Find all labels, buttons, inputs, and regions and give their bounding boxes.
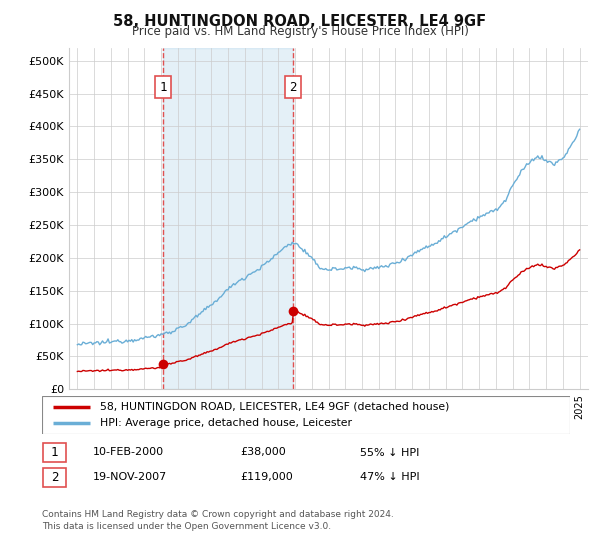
Text: 47% ↓ HPI: 47% ↓ HPI	[360, 472, 419, 482]
Text: 58, HUNTINGDON ROAD, LEICESTER, LE4 9GF: 58, HUNTINGDON ROAD, LEICESTER, LE4 9GF	[113, 14, 487, 29]
Text: HPI: Average price, detached house, Leicester: HPI: Average price, detached house, Leic…	[100, 418, 352, 428]
FancyBboxPatch shape	[42, 396, 570, 434]
Bar	[163, 48, 293, 389]
Text: 1: 1	[159, 81, 167, 94]
FancyBboxPatch shape	[43, 443, 66, 462]
Text: 58, HUNTINGDON ROAD, LEICESTER, LE4 9GF (detached house): 58, HUNTINGDON ROAD, LEICESTER, LE4 9GF …	[100, 402, 449, 412]
Text: £38,000: £38,000	[240, 447, 286, 458]
Text: 19-NOV-2007: 19-NOV-2007	[93, 472, 167, 482]
Text: 1: 1	[51, 446, 58, 459]
Text: £119,000: £119,000	[240, 472, 293, 482]
Text: 2: 2	[51, 470, 58, 484]
Text: 55% ↓ HPI: 55% ↓ HPI	[360, 447, 419, 458]
Text: Contains HM Land Registry data © Crown copyright and database right 2024.
This d: Contains HM Land Registry data © Crown c…	[42, 510, 394, 531]
FancyBboxPatch shape	[43, 468, 66, 487]
Text: 2: 2	[289, 81, 297, 94]
Text: 10-FEB-2000: 10-FEB-2000	[93, 447, 164, 458]
Text: Price paid vs. HM Land Registry's House Price Index (HPI): Price paid vs. HM Land Registry's House …	[131, 25, 469, 38]
